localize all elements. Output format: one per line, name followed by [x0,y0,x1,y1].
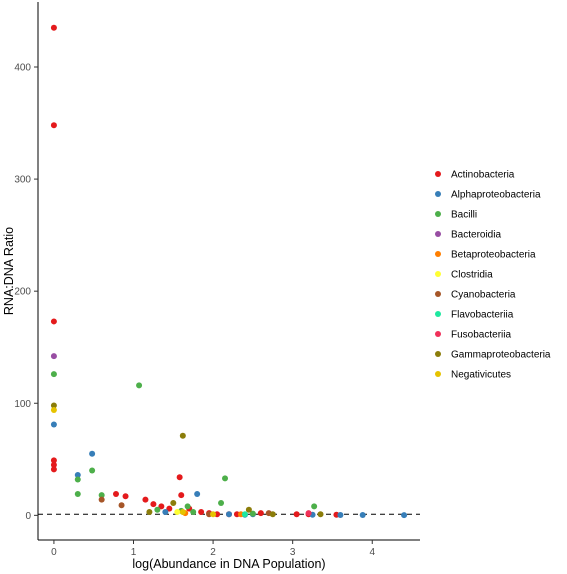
legend-label: Flavobacteriia [451,310,514,321]
legend-label: Clostridia [451,270,493,281]
x-tick-label: 2 [210,547,216,558]
data-point-actinobacteria [112,491,119,498]
data-point-actinobacteria [198,508,205,515]
x-tick-label: 1 [131,547,137,558]
legend-label: Negativicutes [451,370,511,381]
axes: 0 1 2 3 4 0 100 200 300 400 [14,2,420,558]
x-axis-ticks: 0 1 2 3 4 [51,540,375,558]
data-point-alphaproteobacteria [74,471,81,478]
data-point-fusobacteriia [305,510,312,517]
legend-key [435,231,441,237]
data-point-alphaproteobacteria [89,450,96,457]
data-point-bacilli [249,510,256,517]
data-point-actinobacteria [150,501,157,508]
data-point-negativicutes [50,406,57,413]
legend: Actinobacteria Alphaproteobacteria Bacilli… [435,170,551,381]
data-point-bacilli [74,491,81,498]
legend-key [435,251,441,257]
y-tick-label: 200 [14,287,31,298]
data-point-actinobacteria [50,318,57,325]
data-point-alphaproteobacteria [194,491,201,498]
legend-label: Betaproteobacteria [451,250,536,261]
x-tick-label: 3 [290,547,296,558]
data-point-gammaproteobacteria [50,402,57,409]
data-point-gammaproteobacteria [170,500,177,507]
data-point-actinobacteria [158,503,165,510]
data-points [50,24,408,519]
data-point-actinobacteria [50,461,57,468]
data-point-gammaproteobacteria [317,511,324,518]
legend-label: Fusobacteriia [451,330,511,341]
data-point-bacilli [50,371,57,378]
data-point-actinobacteria [50,122,57,129]
data-point-flavobacteriia [241,511,248,518]
data-point-clostridia [174,508,181,515]
legend-key [435,191,441,197]
data-point-bacilli [89,467,96,474]
data-point-alphaproteobacteria [359,512,366,519]
data-point-actinobacteria [50,466,57,473]
data-point-actinobacteria [293,511,300,518]
legend-key [435,311,441,317]
y-tick-label: 400 [14,63,31,74]
legend-label: Bacteroidia [451,230,501,241]
data-point-bacilli [98,492,105,499]
data-point-bacilli [190,508,197,515]
data-point-bacilli [222,475,229,482]
legend-label: Gammaproteobacteria [451,350,551,361]
legend-key [435,291,441,297]
legend-key [435,371,441,377]
y-tick-label: 0 [25,511,31,522]
legend-key [435,211,441,217]
data-point-actinobacteria [257,510,264,517]
data-point-bacilli [184,503,191,510]
legend-label: Cyanobacteria [451,290,516,301]
data-point-actinobacteria [166,505,173,512]
data-point-gammaproteobacteria [179,432,186,439]
y-tick-label: 300 [14,175,31,186]
data-point-bacilli [218,500,225,507]
legend-key [435,171,441,177]
data-point-gammaproteobacteria [269,511,276,518]
legend-label: Actinobacteria [451,170,515,181]
legend-key [435,331,441,337]
y-axis-title: RNA:DNA Ratio [2,227,16,315]
data-point-actinobacteria [176,474,183,481]
data-point-actinobacteria [122,493,129,500]
x-tick-label: 0 [51,547,57,558]
data-point-gammaproteobacteria [245,506,252,513]
data-point-gammaproteobacteria [146,508,153,515]
data-point-bacilli [136,382,143,389]
y-tick-label: 100 [14,399,31,410]
data-point-actinobacteria [50,457,57,464]
data-point-alphaproteobacteria [50,421,57,428]
legend-label: Alphaproteobacteria [451,190,541,201]
data-point-alphaproteobacteria [226,511,232,518]
x-axis-title: log(Abundance in DNA Population) [132,557,325,571]
legend-label: Bacilli [451,210,477,221]
x-tick-label: 4 [369,547,375,558]
legend-key [435,351,441,357]
data-point-cyanobacteria [98,496,105,503]
data-point-alphaproteobacteria [337,512,344,519]
data-point-bacilli [311,503,318,510]
data-point-actinobacteria [50,24,57,31]
data-point-negativicutes [210,511,217,518]
data-point-alphaproteobacteria [401,512,408,519]
y-axis-ticks: 0 100 200 300 400 [14,63,38,522]
data-point-actinobacteria [178,492,185,499]
data-point-bacteroidia [50,353,57,360]
legend-key [435,271,441,277]
data-point-bacilli [74,476,81,483]
data-point-negativicutes [179,508,186,515]
data-point-cyanobacteria [118,502,125,509]
data-point-alphaproteobacteria [162,508,169,515]
data-point-bacilli [154,506,161,513]
data-point-actinobacteria [142,496,149,503]
